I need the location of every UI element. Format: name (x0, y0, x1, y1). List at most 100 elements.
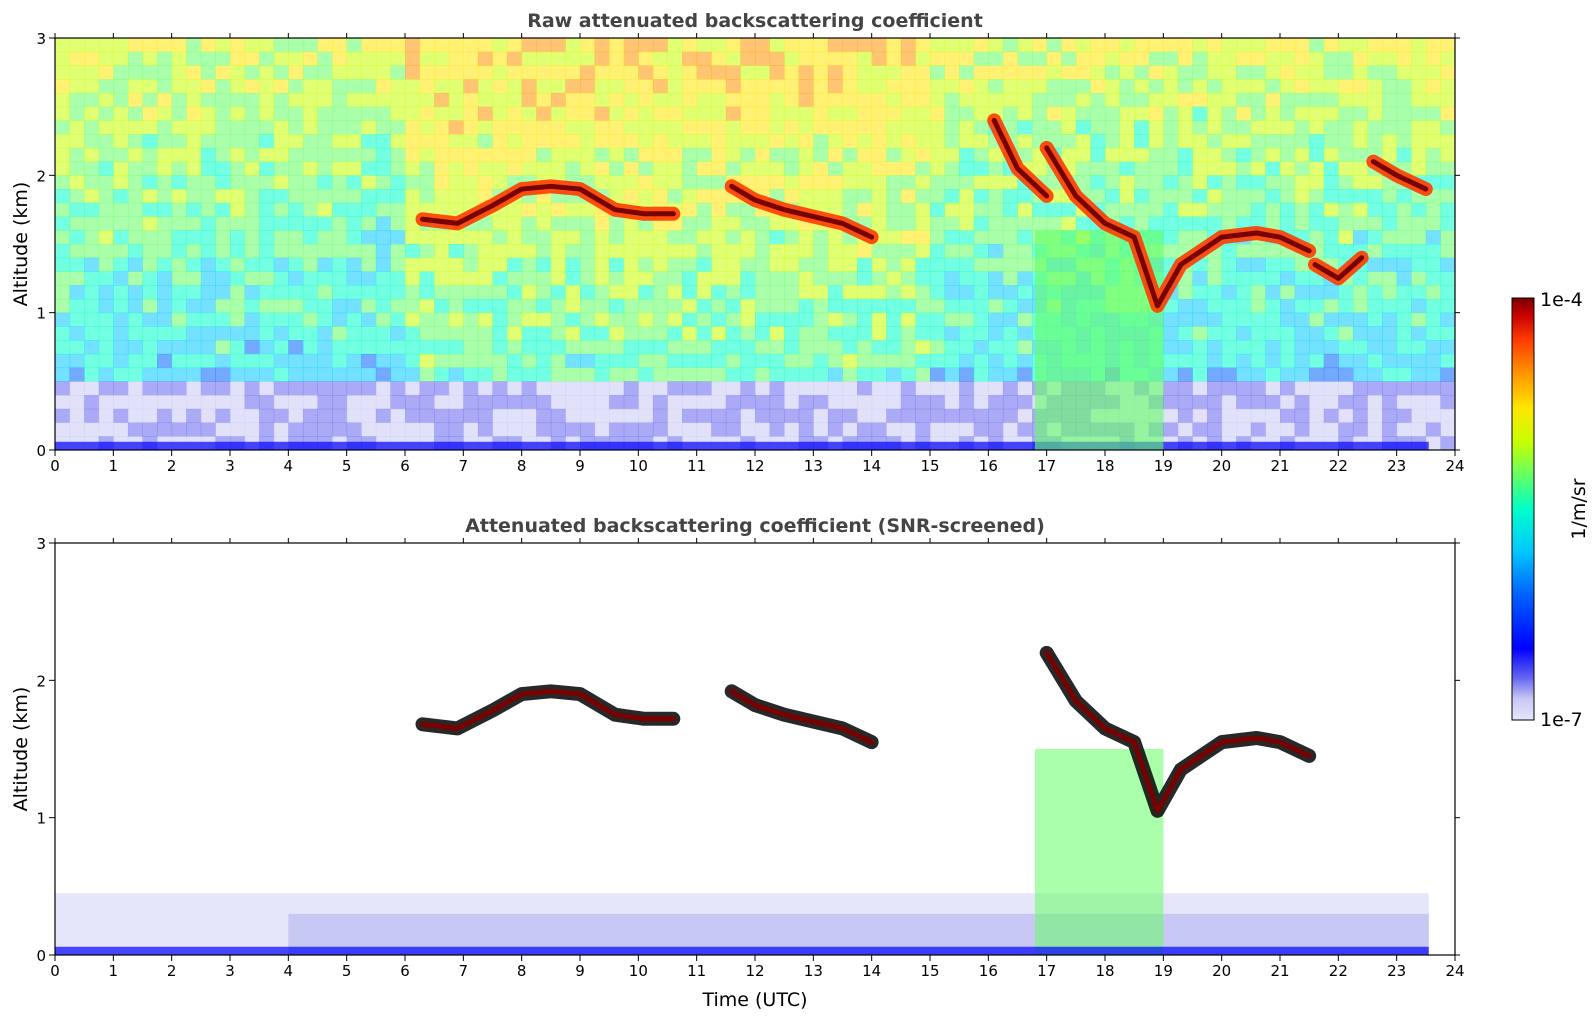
heatmap-cell (1134, 51, 1150, 66)
heatmap-cell (944, 381, 960, 396)
heatmap-cell (1280, 161, 1296, 176)
heatmap-cell (361, 79, 377, 94)
heatmap-cell (1163, 106, 1179, 121)
heatmap-cell (769, 298, 785, 314)
colorbar-max-label: 1e-4 (1540, 289, 1583, 311)
heatmap-cell (1148, 175, 1164, 190)
heatmap-cell (813, 106, 829, 121)
heatmap-cell (434, 271, 450, 286)
heatmap-cell (1280, 51, 1296, 66)
heatmap-cell (550, 285, 566, 300)
heatmap-cell (1338, 395, 1354, 410)
heatmap-cell (332, 381, 348, 396)
heatmap-cell (842, 202, 858, 218)
heatmap-cell (696, 381, 712, 396)
heatmap-cell (1411, 230, 1427, 245)
heatmap-cell (1002, 38, 1018, 53)
x-tick-label: 17 (1037, 962, 1056, 980)
heatmap-cell (157, 395, 173, 410)
heatmap-cell (813, 422, 829, 437)
heatmap-cell (346, 298, 362, 314)
cloud-layers (415, 113, 1433, 313)
heatmap-cell (1221, 120, 1237, 135)
heatmap-cell (1367, 51, 1383, 66)
heatmap-cell (142, 271, 158, 286)
heatmap-cell (988, 298, 1004, 314)
heatmap-cell (1265, 271, 1281, 286)
heatmap-cell (1236, 395, 1252, 410)
heatmap-cell (900, 285, 916, 300)
heatmap-cell (405, 51, 421, 66)
heatmap-cell (375, 395, 391, 410)
heatmap-cell (652, 395, 668, 410)
heatmap-cell (813, 312, 829, 327)
heatmap-cell (667, 257, 683, 272)
heatmap-cell (930, 381, 946, 396)
heatmap-cell (1236, 244, 1252, 259)
heatmap-cell (69, 312, 85, 327)
heatmap-cell (725, 381, 741, 396)
heatmap-cell (857, 395, 873, 410)
heatmap-cell (186, 79, 202, 94)
heatmap-cell (1046, 65, 1062, 80)
heatmap-cell (1250, 175, 1266, 190)
heatmap-cell (813, 134, 829, 149)
heatmap-cell (580, 367, 596, 382)
heatmap-cell (98, 271, 114, 286)
heatmap-cell (1119, 189, 1135, 204)
heatmap-cell (1352, 395, 1368, 410)
heatmap-cell (1002, 285, 1018, 300)
panel-raw: Raw attenuated backscattering coefficien… (10, 10, 1465, 475)
heatmap-cell (1352, 298, 1368, 314)
heatmap-cell (755, 79, 771, 94)
heatmap-cell (69, 340, 85, 355)
heatmap-cell (1163, 175, 1179, 190)
heatmap-cell (507, 202, 523, 218)
x-tick-label: 15 (920, 962, 939, 980)
heatmap-cell (1017, 395, 1033, 410)
heatmap-cell (302, 79, 318, 94)
heatmap-cell (1177, 340, 1193, 355)
heatmap-cell (725, 257, 741, 272)
heatmap-cell (55, 408, 71, 424)
heatmap-cell (507, 408, 523, 424)
cloud-layer-core (1312, 255, 1365, 281)
heatmap-cell (419, 65, 435, 80)
heatmap-cell (725, 353, 741, 369)
heatmap-cell (361, 216, 377, 231)
heatmap-cell (1367, 175, 1383, 190)
heatmap-cell (332, 51, 348, 66)
heatmap-cell (244, 38, 260, 53)
heatmap-cell (477, 120, 493, 135)
heatmap-cell (842, 285, 858, 300)
heatmap-cell (171, 340, 187, 355)
heatmap-cell (711, 161, 727, 176)
heatmap-cell (755, 106, 771, 121)
heatmap-cell (288, 216, 304, 231)
heatmap-cell (200, 408, 216, 424)
heatmap-cell (1294, 381, 1310, 396)
heatmap-cell (1221, 175, 1237, 190)
heatmap-cell (900, 106, 916, 121)
heatmap-cell (157, 134, 173, 149)
heatmap-cell (580, 244, 596, 259)
heatmap-cell (1425, 367, 1441, 382)
heatmap-cell (1207, 175, 1223, 190)
heatmap-cell (1192, 189, 1208, 204)
heatmap-cell (434, 257, 450, 272)
heatmap-cell (244, 216, 260, 231)
heatmap-cell (215, 106, 231, 121)
heatmap-cell (915, 106, 931, 121)
x-tick-label: 21 (1270, 457, 1289, 475)
heatmap-cell (594, 422, 610, 437)
heatmap-cell (580, 395, 596, 410)
heatmap-cell (1294, 134, 1310, 149)
heatmap-cell (346, 161, 362, 176)
heatmap-cell (886, 271, 902, 286)
heatmap-cell (1280, 367, 1296, 382)
heatmap-cell (215, 257, 231, 272)
heatmap-cell (769, 120, 785, 135)
heatmap-cell (638, 92, 654, 108)
heatmap-cell (346, 92, 362, 108)
heatmap-cell (98, 202, 114, 218)
